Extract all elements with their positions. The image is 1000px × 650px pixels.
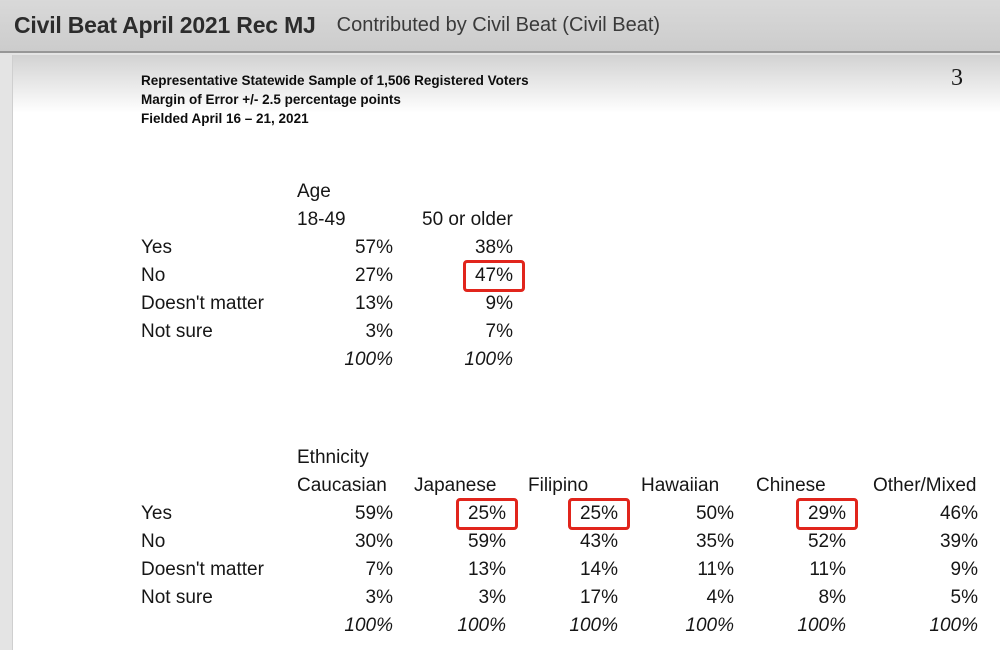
row-label: Not sure: [141, 587, 213, 608]
table-cell: 25%: [393, 498, 518, 530]
table-row: Doesn't matter 7% 13% 14% 11% 11% 9%: [141, 556, 978, 584]
table-cell: 29%: [734, 498, 858, 530]
table-row: No 27% 47%: [141, 260, 525, 292]
age-table: Age 18-49 50 or older Yes 57% 38% No 27% 47% Does…: [141, 178, 525, 374]
highlight-box: 29%: [795, 498, 858, 530]
total-cell: 100%: [464, 349, 513, 370]
document-title: Civil Beat April 2021 Rec MJ: [14, 12, 316, 38]
total-cell: 100%: [457, 615, 506, 636]
table-group-row: Ethnicity: [141, 444, 978, 472]
table-cell: 50%: [695, 503, 734, 524]
totals-spacer: [141, 612, 297, 640]
table-cell: 13%: [354, 293, 393, 314]
column-header: Chinese: [756, 475, 826, 496]
table-cell: 5%: [950, 587, 978, 608]
meta-line-fielded: Fielded April 16 – 21, 2021: [141, 111, 309, 126]
table-cell: 52%: [807, 531, 846, 552]
table-header-row: Caucasian Japanese Filipino Hawaiian Chinese…: [141, 472, 978, 500]
table-cell: 25%: [506, 498, 630, 530]
table-row: Doesn't matter 13% 9%: [141, 290, 513, 318]
table-totals-row: 100% 100% 100% 100% 100% 100%: [141, 612, 978, 640]
column-header: Japanese: [414, 475, 497, 496]
row-label: Not sure: [141, 321, 213, 342]
page-number: 3: [951, 65, 963, 91]
total-cell: 100%: [929, 615, 978, 636]
total-cell: 100%: [344, 349, 393, 370]
table-cell: 11%: [697, 559, 734, 580]
column-header: Caucasian: [297, 475, 387, 496]
table-cell: 47%: [393, 260, 525, 292]
table-group-row: Age: [141, 178, 513, 206]
highlight-box: 25%: [567, 498, 630, 530]
table-header-spacer: [141, 472, 297, 500]
table-cell: 3%: [365, 321, 393, 342]
table-cell: 7%: [485, 321, 513, 342]
row-label: Yes: [141, 503, 172, 524]
table-row: Not sure 3% 3% 17% 4% 8% 5%: [141, 584, 978, 612]
highlight-box: 25%: [455, 498, 518, 530]
row-label: No: [141, 531, 166, 552]
table-cell: 39%: [939, 531, 978, 552]
document-page: Representative Statewide Sample of 1,506…: [12, 55, 1000, 650]
table-cell: 13%: [467, 559, 506, 580]
row-label: No: [141, 265, 166, 286]
table-cell: 4%: [706, 587, 734, 608]
table-cell: 7%: [365, 559, 393, 580]
table-cell: 9%: [950, 559, 978, 580]
meta-line-margin-of-error: Margin of Error +/- 2.5 percentage point…: [141, 92, 401, 107]
highlight-box: 47%: [462, 260, 525, 292]
table-cell: 59%: [354, 503, 393, 524]
table-cell: 14%: [579, 559, 618, 580]
table-cell: 8%: [818, 587, 846, 608]
table-cell: 46%: [939, 503, 978, 524]
table-cell: 59%: [467, 531, 506, 552]
table-cell: 27%: [354, 265, 393, 286]
table-cell: 30%: [354, 531, 393, 552]
table-group-label: Age: [297, 181, 331, 202]
contributed-by-text: Contributed by Civil Beat (Civil Beat): [336, 14, 661, 36]
total-cell: 100%: [344, 615, 393, 636]
column-header: 50 or older: [422, 209, 513, 230]
total-cell: 100%: [797, 615, 846, 636]
total-cell: 100%: [685, 615, 734, 636]
table-cell: 35%: [695, 531, 734, 552]
table-header-spacer: [141, 206, 297, 234]
column-header: Hawaiian: [641, 475, 720, 496]
survey-meta-block: Representative Statewide Sample of 1,506…: [141, 71, 529, 128]
table-row: Yes 57% 38%: [141, 234, 513, 262]
column-header: Filipino: [528, 475, 589, 496]
column-header: Other/Mixed: [873, 475, 977, 496]
table-group-label: Ethnicity: [297, 447, 369, 468]
column-header: 18-49: [297, 209, 346, 230]
table-totals-row: 100% 100%: [141, 346, 513, 374]
table-row: Not sure 3% 7%: [141, 318, 513, 346]
table-cell: 3%: [478, 587, 506, 608]
row-label: Yes: [141, 237, 172, 258]
row-label: Doesn't matter: [141, 559, 264, 580]
totals-spacer: [141, 346, 297, 374]
table-cell: 11%: [809, 559, 846, 580]
table-cell: 9%: [485, 293, 513, 314]
table-cell: 57%: [354, 237, 393, 258]
total-cell: 100%: [569, 615, 618, 636]
table-row: Yes 59% 25% 25% 50% 29% 46%: [141, 498, 978, 530]
table-cell: 43%: [579, 531, 618, 552]
meta-line-sample: Representative Statewide Sample of 1,506…: [141, 73, 529, 88]
ethnicity-table: Ethnicity Caucasian Japanese Filipino Hawaii…: [141, 444, 978, 640]
table-header-row: 18-49 50 or older: [141, 206, 513, 234]
table-cell: 3%: [365, 587, 393, 608]
table-cell: 38%: [474, 237, 513, 258]
table-row: No 30% 59% 43% 35% 52% 39%: [141, 528, 978, 556]
row-label: Doesn't matter: [141, 293, 264, 314]
viewer-header: Civil Beat April 2021 Rec MJ Contributed…: [0, 0, 1000, 53]
table-cell: 17%: [579, 587, 618, 608]
